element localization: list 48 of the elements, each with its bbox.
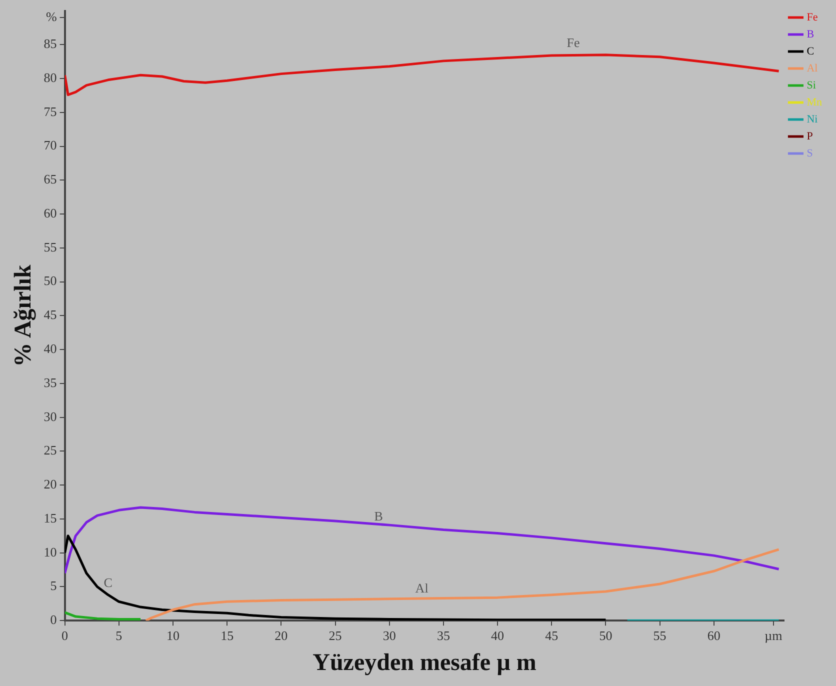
legend-label: P: [806, 130, 813, 142]
y-axis-title: % Ağırlık: [10, 264, 37, 367]
x-tick-label: 35: [436, 628, 450, 643]
y-tick-label: 30: [44, 408, 57, 424]
legend-label: S: [806, 147, 813, 160]
legend-label: Fe: [806, 11, 818, 24]
y-tick-label: 80: [44, 70, 57, 85]
annotation: Fe: [566, 35, 580, 50]
y-tick-label: 40: [44, 341, 57, 356]
legend-label: Al: [806, 62, 818, 74]
legend-label: C: [806, 45, 814, 58]
y-tick-label: 45: [44, 307, 57, 322]
annotation: B: [374, 508, 384, 524]
x-tick-label: µm: [764, 628, 782, 643]
y-tick-label: 25: [44, 442, 57, 458]
y-tick-label: 35: [44, 374, 57, 390]
x-tick-label: 30: [382, 628, 396, 643]
x-tick-label: 0: [62, 628, 68, 643]
legend-label: Ni: [806, 113, 818, 126]
y-tick-label: 5: [50, 578, 57, 594]
y-tick-label: 50: [44, 273, 57, 288]
y-tick-label: 15: [44, 510, 57, 526]
y-tick-label: 55: [44, 239, 57, 254]
y-tick-label: 75: [44, 104, 57, 119]
x-tick-label: 50: [599, 628, 612, 643]
y-tick-label: 65: [44, 172, 57, 187]
x-axis-title: Yüzeyden mesafe µ m: [312, 650, 536, 676]
y-tick-label: 10: [44, 544, 57, 560]
x-tick-label: 45: [545, 628, 558, 643]
legend-label: Mn: [806, 96, 822, 108]
x-tick-label: 55: [653, 628, 666, 643]
x-tick-label: 25: [328, 628, 342, 643]
x-tick-label: 60: [707, 628, 720, 643]
legend-label: B: [806, 28, 814, 40]
x-tick-label: 40: [491, 628, 504, 643]
y-tick-label: 20: [44, 476, 57, 492]
annotation: C: [104, 575, 112, 590]
annotation: Al: [415, 580, 429, 596]
x-tick-label: 5: [116, 628, 122, 643]
y-tick-label: %: [46, 8, 57, 24]
y-tick-label: 70: [44, 138, 57, 153]
y-tick-label: 60: [44, 205, 57, 220]
y-tick-label: 0: [50, 612, 57, 628]
y-tick-label: 85: [44, 36, 57, 52]
x-tick-label: 20: [274, 628, 288, 643]
x-tick-label: 10: [166, 628, 180, 643]
legend-label: Si: [806, 79, 816, 92]
x-tick-label: 15: [220, 628, 234, 643]
